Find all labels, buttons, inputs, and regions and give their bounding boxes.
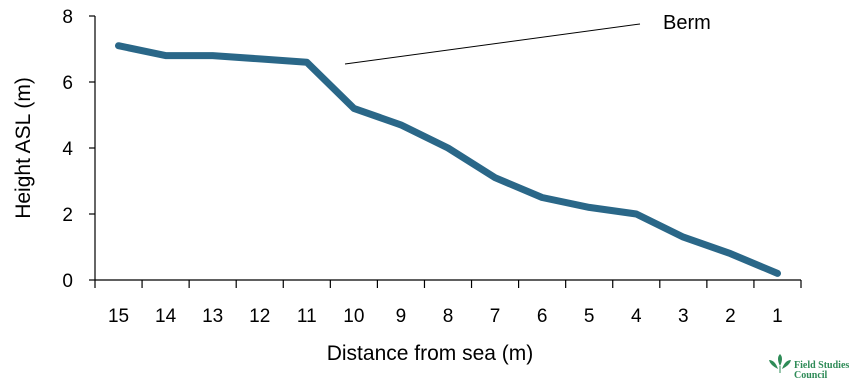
x-tick-label: 6 — [537, 306, 548, 327]
x-tick-label: 3 — [678, 306, 689, 327]
x-tick-label: 8 — [443, 306, 454, 327]
x-tick-label: 14 — [155, 306, 177, 327]
x-axis-title: Distance from sea (m) — [327, 342, 534, 365]
y-axis-ticks: 0 2 4 6 8 — [62, 7, 95, 292]
x-tick-label: 4 — [631, 306, 642, 327]
x-tick-label: 7 — [490, 306, 501, 327]
x-tick-label: 5 — [584, 306, 595, 327]
x-axis-ticks: 15 14 13 12 11 10 9 8 7 6 5 4 3 2 1 — [94, 280, 802, 327]
berm-annotation-label: Berm — [663, 12, 711, 34]
y-tick-label: 0 — [62, 271, 73, 292]
y-tick-label: 2 — [62, 205, 73, 226]
leaf-icon — [769, 354, 791, 373]
x-tick-label: 12 — [249, 306, 270, 327]
x-tick-label: 1 — [772, 306, 783, 327]
x-tick-label: 13 — [202, 306, 223, 327]
x-tick-label: 10 — [343, 306, 364, 327]
y-tick-label: 6 — [62, 73, 73, 94]
y-axis-title: Height ASL (m) — [12, 77, 35, 219]
field-studies-council-logo: Field Studies Council — [769, 354, 849, 381]
logo-line-1: Field Studies — [794, 360, 849, 371]
x-tick-label: 15 — [108, 306, 129, 327]
berm-annotation-leader — [344, 23, 641, 65]
x-tick-label: 2 — [725, 306, 736, 327]
y-tick-label: 4 — [62, 139, 73, 160]
y-tick-label: 8 — [62, 7, 73, 28]
series-line-height — [115, 42, 781, 277]
logo-line-2: Council — [794, 370, 828, 381]
x-tick-label: 11 — [297, 306, 317, 327]
x-tick-label: 9 — [396, 306, 407, 327]
